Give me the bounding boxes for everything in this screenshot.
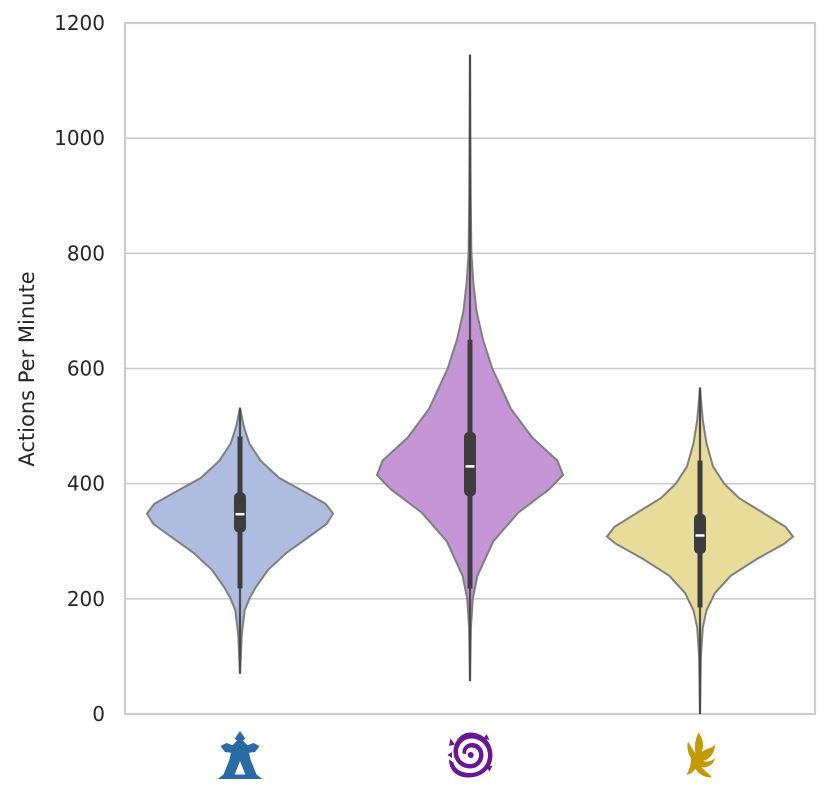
y-tick-label: 200 (67, 587, 105, 611)
y-tick-label: 1200 (54, 11, 105, 35)
y-tick-label: 800 (67, 241, 105, 265)
y-axis-ticks: 0 200 400 600 800 1000 1200 (54, 11, 105, 726)
terran-race-icon (217, 731, 263, 779)
y-tick-label: 0 (92, 702, 105, 726)
y-tick-label: 1000 (54, 126, 105, 150)
iqr-box (464, 431, 476, 497)
y-tick-label: 400 (67, 472, 105, 496)
iqr-box (234, 492, 246, 533)
violin-zerg (375, 54, 565, 682)
x-axis-icons (217, 731, 715, 779)
violin-terran (145, 407, 335, 674)
iqr-box (694, 513, 706, 554)
y-axis-label: Actions Per Minute (15, 271, 39, 466)
protoss-race-icon (686, 732, 715, 778)
plot-frame (123, 21, 817, 716)
axes-frame (123, 21, 817, 716)
zerg-race-icon (447, 732, 493, 778)
violins (145, 54, 795, 715)
y-tick-label: 600 (67, 357, 105, 381)
violin-protoss (605, 387, 795, 715)
